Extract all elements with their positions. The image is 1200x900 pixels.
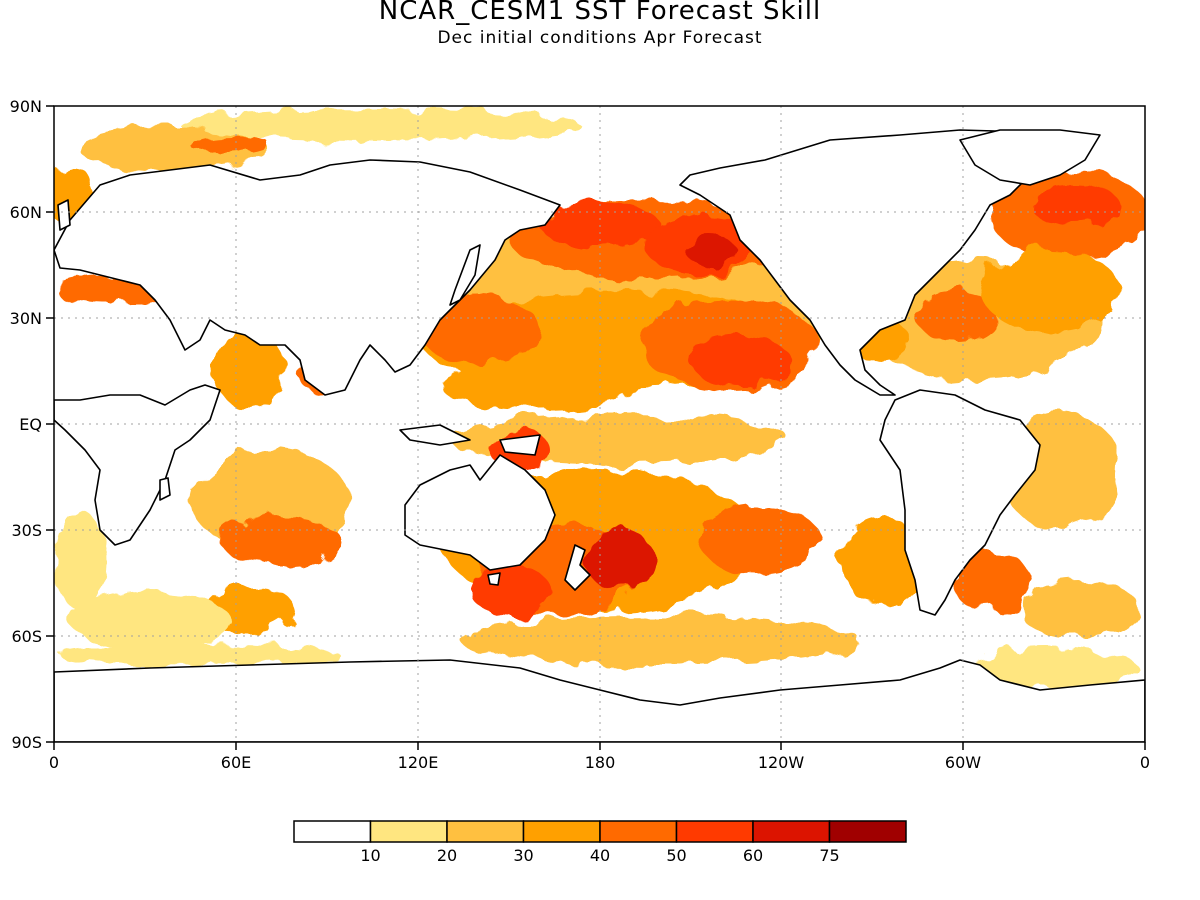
coastlines xyxy=(54,129,1145,742)
lon-label: 180 xyxy=(585,753,616,772)
colorbar-box-2 xyxy=(446,820,525,843)
colorbar: 10 20 30 40 50 60 75 xyxy=(293,820,907,865)
tick-marks xyxy=(46,105,1146,750)
lat-label: EQ xyxy=(19,415,42,434)
lat-axis: 90N 60N 30N EQ 30S 60S 90S xyxy=(10,97,42,752)
lon-label: 60W xyxy=(945,753,981,772)
colorbar-label: 40 xyxy=(590,846,610,865)
lat-label: 60N xyxy=(10,203,42,222)
map-subtitle: Dec initial conditions Apr Forecast xyxy=(437,28,763,48)
lat-label: 90N xyxy=(10,97,42,116)
colorbar-box-3 xyxy=(522,820,601,843)
lon-label: 0 xyxy=(49,753,59,772)
lon-label: 0 xyxy=(1140,753,1150,772)
colorbar-label: 60 xyxy=(743,846,763,865)
colorbar-label: 30 xyxy=(513,846,533,865)
map-title: NCAR_CESM1 SST Forecast Skill xyxy=(378,0,822,26)
colorbar-label: 50 xyxy=(666,846,686,865)
lat-label: 30N xyxy=(10,309,42,328)
colorbar-box-5 xyxy=(675,820,754,843)
colorbar-box-7 xyxy=(828,820,907,843)
lat-label: 60S xyxy=(11,627,42,646)
colorbar-box-0 xyxy=(293,820,372,843)
colorbar-box-4 xyxy=(599,820,678,843)
lat-label: 90S xyxy=(11,733,42,752)
colorbar-box-1 xyxy=(369,820,448,843)
lon-label: 120E xyxy=(398,753,439,772)
lon-axis: 0 60E 120E 180 120W 60W 0 xyxy=(49,753,1150,772)
colorbar-label: 75 xyxy=(819,846,839,865)
colorbar-label: 10 xyxy=(360,846,380,865)
lon-label: 60E xyxy=(221,753,251,772)
skill-field xyxy=(54,109,1145,690)
colorbar-box-6 xyxy=(752,820,831,843)
colorbar-label: 20 xyxy=(437,846,457,865)
lat-label: 30S xyxy=(11,521,42,540)
lon-label: 120W xyxy=(758,753,805,772)
grid-lines xyxy=(54,106,1145,742)
